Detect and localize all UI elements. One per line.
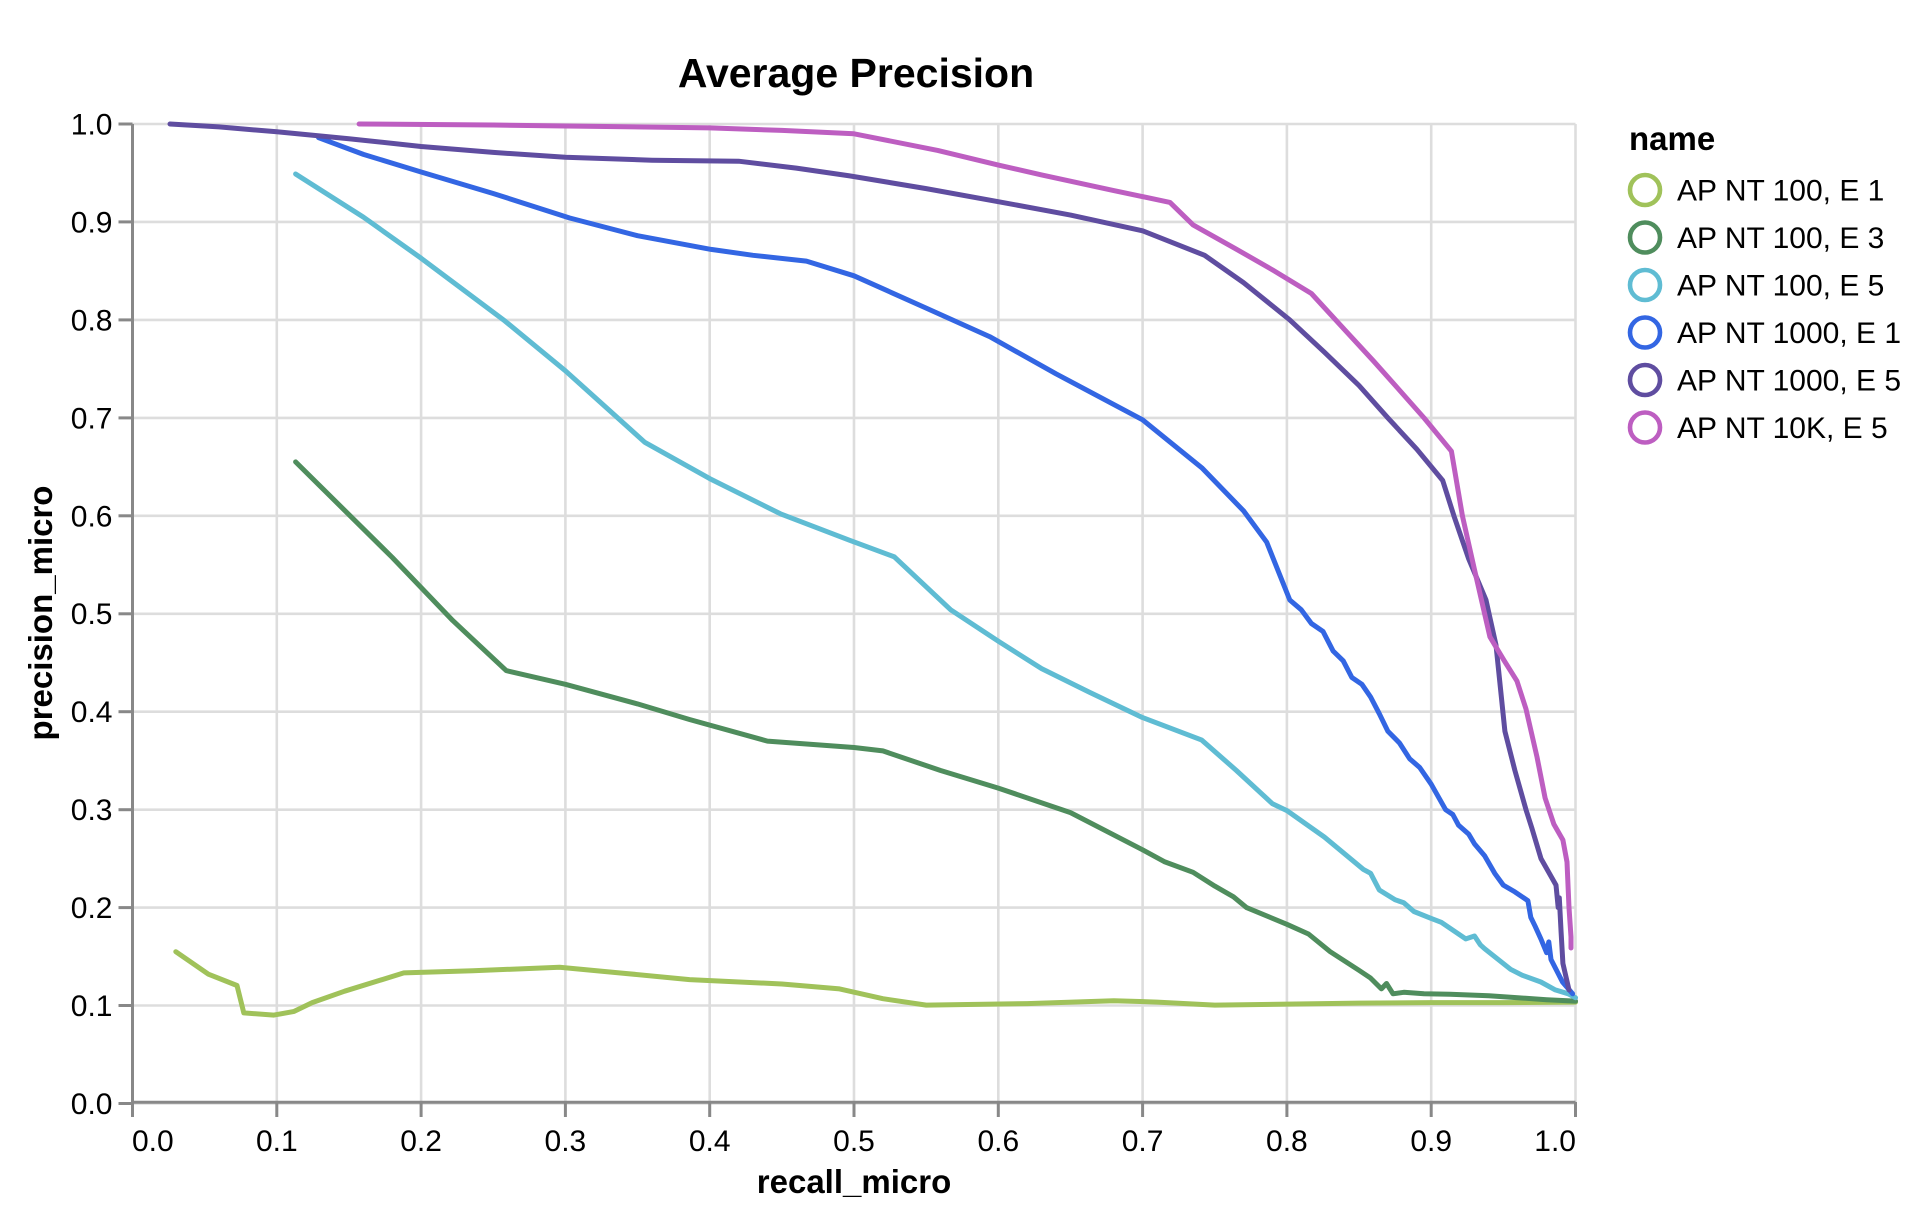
- svg-text:AP NT 1000, E 5: AP NT 1000, E 5: [1677, 365, 1901, 398]
- svg-text:0.6: 0.6: [71, 500, 113, 533]
- svg-text:0.8: 0.8: [71, 304, 113, 337]
- svg-text:0.7: 0.7: [1122, 1125, 1164, 1158]
- svg-text:0.2: 0.2: [400, 1125, 442, 1158]
- svg-text:0.3: 0.3: [545, 1125, 587, 1158]
- svg-text:0.1: 0.1: [71, 990, 113, 1023]
- svg-text:name: name: [1629, 120, 1715, 157]
- svg-text:0.9: 0.9: [71, 206, 113, 239]
- svg-text:1.0: 1.0: [1534, 1125, 1576, 1158]
- svg-text:0.2: 0.2: [71, 892, 113, 925]
- svg-text:0.9: 0.9: [1410, 1125, 1452, 1158]
- svg-text:0.4: 0.4: [689, 1125, 731, 1158]
- svg-text:0.5: 0.5: [833, 1125, 875, 1158]
- svg-text:0.1: 0.1: [256, 1125, 298, 1158]
- svg-text:precision_micro: precision_micro: [22, 486, 59, 741]
- svg-text:0.0: 0.0: [71, 1088, 113, 1121]
- svg-text:AP NT 100, E 1: AP NT 100, E 1: [1677, 175, 1884, 208]
- svg-text:0.8: 0.8: [1266, 1125, 1308, 1158]
- svg-text:Average Precision: Average Precision: [678, 50, 1034, 96]
- svg-text:AP NT 100, E 3: AP NT 100, E 3: [1677, 222, 1884, 255]
- svg-text:0.3: 0.3: [71, 794, 113, 827]
- svg-text:0.4: 0.4: [71, 696, 113, 729]
- svg-text:AP NT 100, E 5: AP NT 100, E 5: [1677, 270, 1884, 303]
- svg-text:AP NT 1000, E 1: AP NT 1000, E 1: [1677, 317, 1901, 350]
- svg-text:0.0: 0.0: [132, 1125, 174, 1158]
- svg-text:0.6: 0.6: [977, 1125, 1019, 1158]
- svg-text:AP NT 10K, E 5: AP NT 10K, E 5: [1677, 412, 1888, 445]
- svg-text:recall_micro: recall_micro: [757, 1163, 951, 1200]
- svg-text:1.0: 1.0: [71, 109, 113, 142]
- svg-text:0.7: 0.7: [71, 402, 113, 435]
- svg-text:0.5: 0.5: [71, 598, 113, 631]
